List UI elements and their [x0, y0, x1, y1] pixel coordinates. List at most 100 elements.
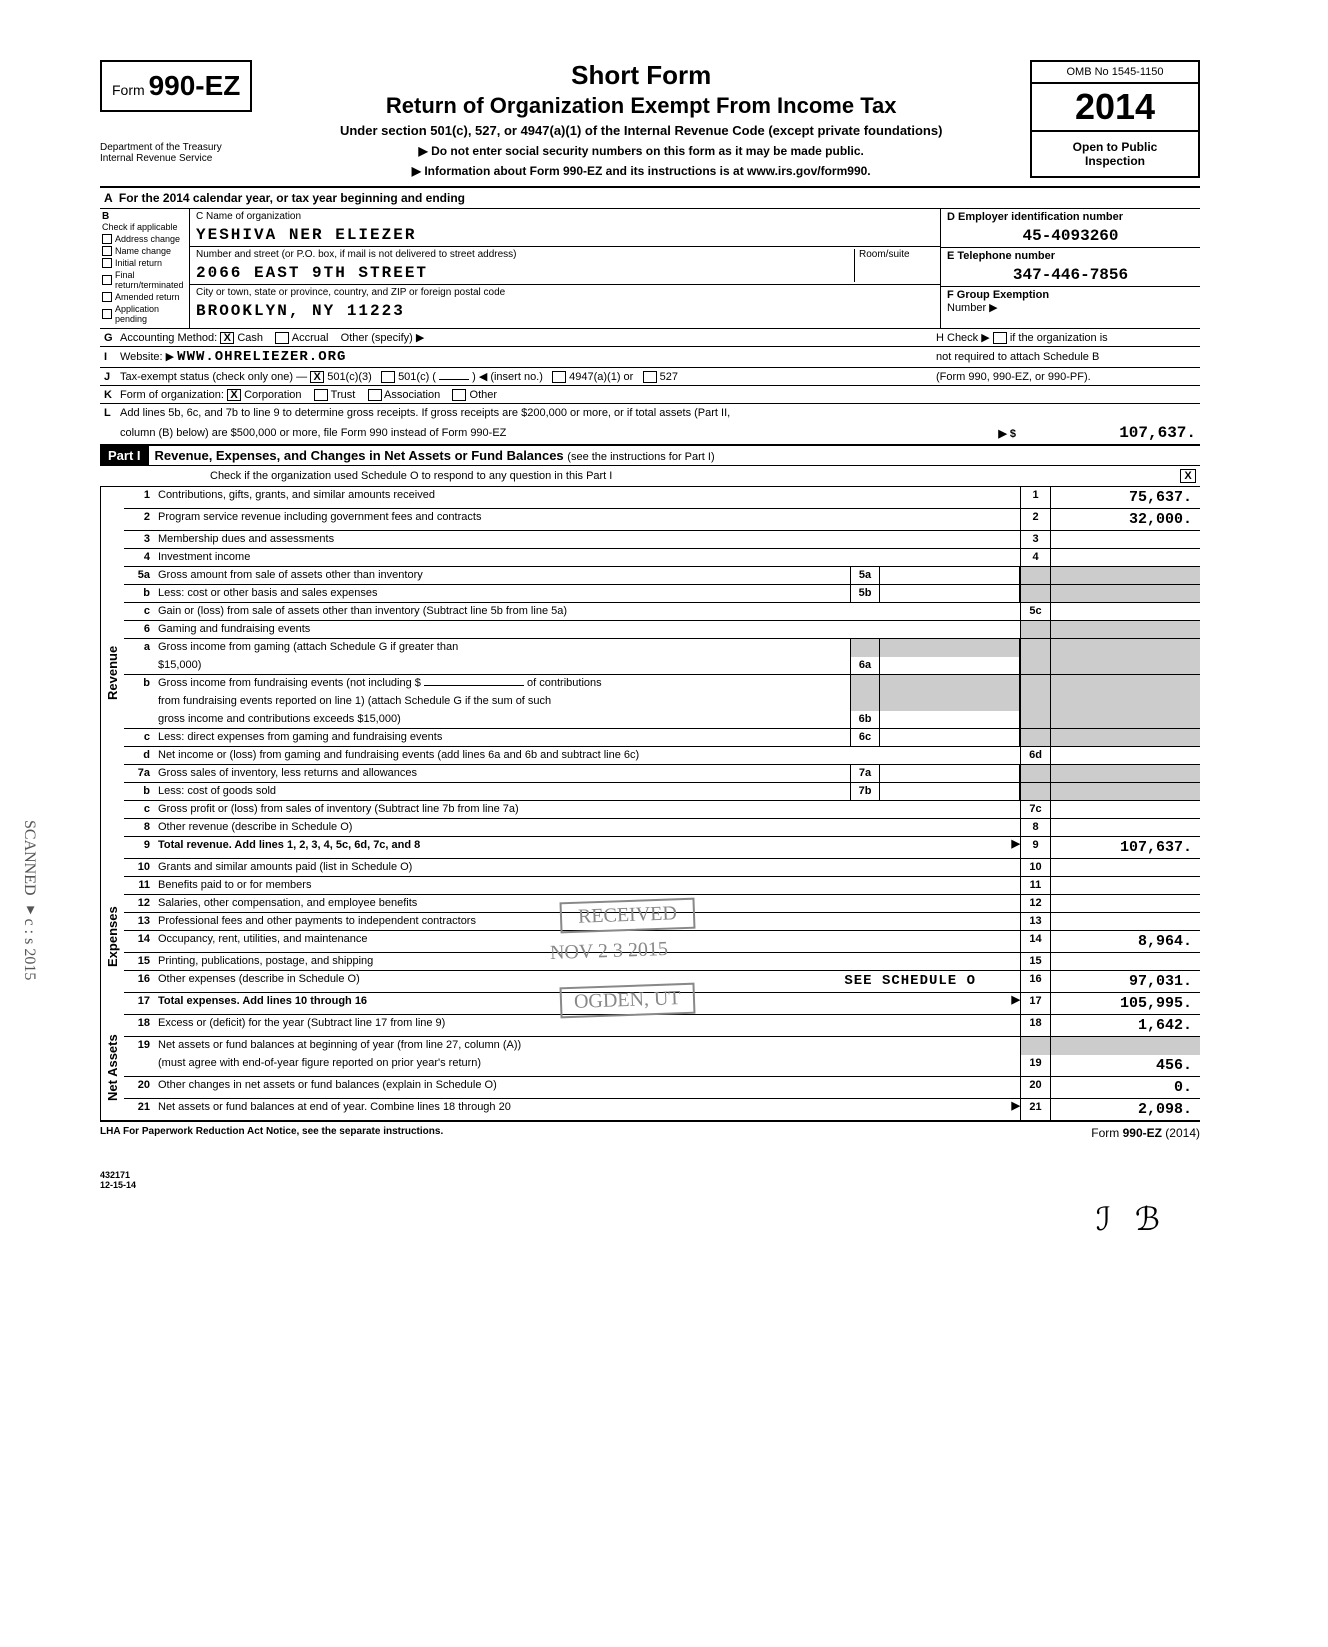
- 527-label: 527: [660, 371, 678, 383]
- line-7c: c Gross profit or (loss) from sales of i…: [124, 801, 1200, 819]
- info-grid: B Check if applicable Address change Nam…: [100, 209, 1200, 329]
- line-19-2: (must agree with end-of-year figure repo…: [124, 1055, 1200, 1077]
- accrual-label: Accrual: [292, 332, 329, 344]
- line-18-value: 1,642.: [1050, 1015, 1200, 1036]
- section-a: A For the 2014 calendar year, or tax yea…: [100, 188, 1200, 209]
- check-assoc[interactable]: [368, 389, 382, 401]
- check-527[interactable]: [643, 371, 657, 383]
- website-value: WWW.OHRELIEZER.ORG: [177, 349, 346, 365]
- line-17-value: 105,995.: [1050, 993, 1200, 1014]
- revenue-side-label: Revenue: [100, 487, 124, 859]
- title-1: Short Form: [262, 60, 1020, 91]
- check-name-change[interactable]: Name change: [102, 246, 187, 256]
- city-label: City or town, state or province, country…: [196, 287, 934, 298]
- ein-label: D Employer identification number: [947, 211, 1194, 223]
- line-16-value: 97,031.: [1050, 971, 1200, 992]
- line-8: 8 Other revenue (describe in Schedule O)…: [124, 819, 1200, 837]
- right-boxes: OMB No 1545-1150 2014 Open to Public Ins…: [1030, 60, 1200, 178]
- ein-value: 45-4093260: [947, 223, 1194, 245]
- col-de: D Employer identification number 45-4093…: [940, 209, 1200, 328]
- line-15: 15 Printing, publications, postage, and …: [124, 953, 1200, 971]
- check-amended[interactable]: Amended return: [102, 292, 187, 302]
- arrow-line-1: ▶ Do not enter social security numbers o…: [262, 144, 1020, 158]
- check-501c[interactable]: [381, 371, 395, 383]
- part-1-title: Revenue, Expenses, and Changes in Net As…: [155, 448, 564, 463]
- lha-note: LHA For Paperwork Reduction Act Notice, …: [100, 1126, 1091, 1140]
- check-accrual[interactable]: [275, 332, 289, 344]
- 501c-label: 501(c) (: [398, 371, 436, 383]
- title-block: Short Form Return of Organization Exempt…: [252, 60, 1030, 186]
- line-4: 4 Investment income 4: [124, 549, 1200, 567]
- check-501c3[interactable]: [310, 371, 324, 383]
- 501c3-label: 501(c)(3): [327, 371, 372, 383]
- line-6b-2: from fundraising events reported on line…: [124, 693, 1200, 711]
- h-text2: not required to attach Schedule B: [936, 351, 1196, 363]
- gross-arrow: ▶ $: [998, 427, 1016, 440]
- line-l-text2: column (B) below) are $500,000 or more, …: [120, 427, 998, 439]
- dept-line1: Department of the Treasury: [100, 142, 240, 153]
- tax-exempt-label: Tax-exempt status (check only one) —: [120, 371, 307, 383]
- arrow-line-2: ▶ Information about Form 990-EZ and its …: [262, 164, 1020, 178]
- schedule-o-checkbox[interactable]: X: [1180, 469, 1196, 483]
- line-6c: c Less: direct expenses from gaming and …: [124, 729, 1200, 747]
- accounting-label: Accounting Method:: [120, 332, 217, 344]
- gross-receipts-value: 107,637.: [1016, 424, 1196, 442]
- check-h[interactable]: [993, 332, 1007, 344]
- line-7b: b Less: cost of goods sold 7b: [124, 783, 1200, 801]
- line-1-value: 75,637.: [1050, 487, 1200, 508]
- check-corp[interactable]: [227, 389, 241, 401]
- room-suite: Room/suite: [854, 249, 934, 282]
- see-schedule-o: SEE SCHEDULE O: [844, 973, 1016, 989]
- line-l-1: L Add lines 5b, 6c, and 7b to line 9 to …: [100, 404, 1200, 422]
- check-initial-return[interactable]: Initial return: [102, 258, 187, 268]
- line-2-value: 32,000.: [1050, 509, 1200, 530]
- line-3: 3 Membership dues and assessments 3: [124, 531, 1200, 549]
- line-j: J Tax-exempt status (check only one) — 5…: [100, 368, 1200, 386]
- check-application-pending[interactable]: Application pending: [102, 304, 187, 324]
- initials: ℐ ℬ: [100, 1200, 1200, 1238]
- check-address-change[interactable]: Address change: [102, 234, 187, 244]
- check-other-org[interactable]: [452, 389, 466, 401]
- form-id-box: Form 990-EZ: [100, 60, 252, 112]
- col-b-checkboxes: B Check if applicable Address change Nam…: [100, 209, 190, 328]
- line-13: 13 Professional fees and other payments …: [124, 913, 1200, 931]
- form-990ez: Form 990-EZ Department of the Treasury I…: [100, 60, 1200, 1238]
- line-9: 9 Total revenue. Add lines 1, 2, 3, 4, 5…: [124, 837, 1200, 859]
- part-1-sub: (see the instructions for Part I): [567, 451, 714, 463]
- line-9-value: 107,637.: [1050, 837, 1200, 858]
- line-21-value: 2,098.: [1050, 1099, 1200, 1120]
- line-1: 1 Contributions, gifts, grants, and simi…: [124, 487, 1200, 509]
- line-21: 21 Net assets or fund balances at end of…: [124, 1099, 1200, 1120]
- insert-no: ) ◀ (insert no.): [472, 371, 543, 383]
- inspection-line2: Inspection: [1036, 154, 1194, 168]
- check-final-return[interactable]: Final return/terminated: [102, 270, 187, 290]
- scanned-stamp: SCANNED ▾c : s 2015: [20, 820, 39, 980]
- part-1-header: Part I Revenue, Expenses, and Changes in…: [100, 444, 1200, 466]
- line-12: 12 Salaries, other compensation, and emp…: [124, 895, 1200, 913]
- line-7a: 7a Gross sales of inventory, less return…: [124, 765, 1200, 783]
- line-6d: d Net income or (loss) from gaming and f…: [124, 747, 1200, 765]
- expenses-side-label: Expenses: [100, 859, 124, 1015]
- form-header: Form 990-EZ Department of the Treasury I…: [100, 60, 1200, 188]
- page-code: 43217112-15-14: [100, 1170, 1200, 1190]
- check-trust[interactable]: [314, 389, 328, 401]
- group-label2: Number ▶: [947, 301, 1194, 314]
- line-6b-1: b Gross income from fundraising events (…: [124, 675, 1200, 693]
- col-c-org: C Name of organization YESHIVA NER ELIEZ…: [190, 209, 940, 328]
- part-1-label: Part I: [100, 446, 149, 465]
- street-label: Number and street (or P.O. box, if mail …: [196, 249, 854, 260]
- city-value: BROOKLYN, NY 11223: [196, 298, 934, 320]
- line-20: 20 Other changes in net assets or fund b…: [124, 1077, 1200, 1099]
- check-cash[interactable]: [220, 332, 234, 344]
- line-14: 14 Occupancy, rent, utilities, and maint…: [124, 931, 1200, 953]
- check-4947[interactable]: [552, 371, 566, 383]
- corp-label: Corporation: [244, 389, 301, 401]
- line-5c: c Gain or (loss) from sale of assets oth…: [124, 603, 1200, 621]
- inspection-line1: Open to Public: [1036, 140, 1194, 154]
- h-label: H Check ▶: [936, 332, 990, 344]
- assoc-label: Association: [384, 389, 440, 401]
- line-14-value: 8,964.: [1050, 931, 1200, 952]
- line-10: 10 Grants and similar amounts paid (list…: [124, 859, 1200, 877]
- schedule-o-check-row: Check if the organization used Schedule …: [100, 466, 1200, 487]
- footer: LHA For Paperwork Reduction Act Notice, …: [100, 1120, 1200, 1140]
